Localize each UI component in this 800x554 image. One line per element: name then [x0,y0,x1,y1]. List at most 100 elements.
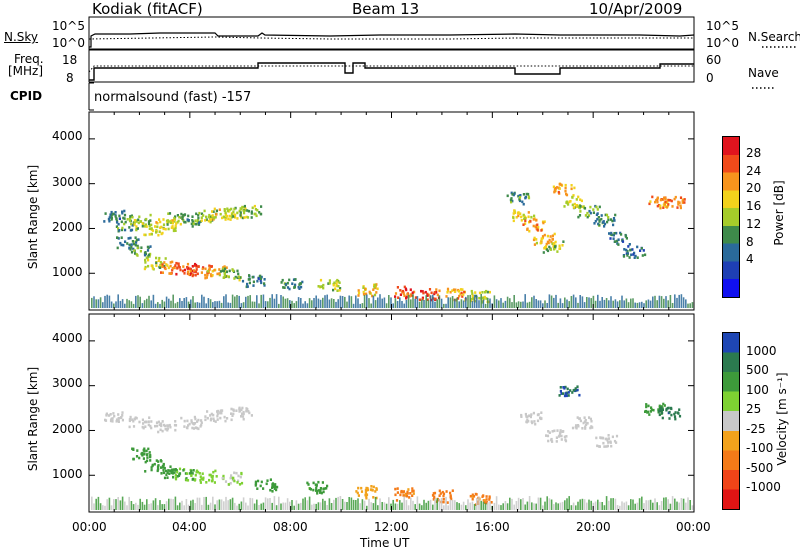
heatmap-cell [204,273,207,277]
heatmap-cell [613,240,617,243]
heatmap-cell [363,500,366,510]
heatmap-cell [162,471,165,475]
heatmap-cell [147,420,150,423]
heatmap-cell [603,225,606,228]
heatmap-cell [667,406,670,410]
heatmap-cell [626,250,629,253]
heatmap-cell [146,249,150,252]
heatmap-cell [667,198,670,202]
heatmap-cell [112,412,115,415]
heatmap-cell [478,300,480,308]
heatmap-cell [215,475,218,478]
heatmap-cell [195,212,198,216]
heatmap-cell [228,214,231,218]
heatmap-cell [130,501,133,510]
heatmap-cell [619,231,622,235]
heatmap-cell [250,210,253,213]
heatmap-cell [131,447,134,451]
heatmap-cell [196,426,199,430]
heatmap-cell [426,292,429,296]
heatmap-cell [116,236,119,239]
heatmap-cell [168,472,171,475]
heatmap-cell [107,217,110,221]
heatmap-cell [178,467,182,471]
heatmap-cell [614,498,617,510]
heatmap-cell [216,418,219,421]
heatmap-cell [662,198,665,201]
vel-ytick: 3000 [52,376,83,390]
heatmap-cell [488,498,491,501]
heatmap-cell [676,501,678,510]
velocity-colorbar-label: Velocity [m s⁻¹] [775,372,789,466]
heatmap-cell [557,503,559,510]
heatmap-cell [521,200,524,204]
heatmap-cell [579,499,581,510]
heatmap-cell [662,206,665,209]
heatmap-cell [317,298,320,308]
heatmap-cell [632,253,635,256]
heatmap-cell [252,284,255,287]
heatmap-cell [619,300,621,308]
heatmap-cell [325,487,328,490]
heatmap-cell [246,216,250,219]
heatmap-cell [174,477,178,481]
colorbar-tick: 1000 [746,343,777,358]
heatmap-cell [241,205,244,209]
heatmap-cell [334,287,337,291]
heatmap-cell [454,288,457,292]
heatmap-cell [118,214,121,218]
heatmap-cell [243,204,246,208]
heatmap-cell [143,267,146,271]
heatmap-cell [130,243,133,246]
heatmap-cell [322,487,325,491]
xtick: 08:00 [273,520,308,534]
heatmap-cell [147,246,150,250]
heatmap-cell [180,212,183,216]
heatmap-cell [205,303,207,308]
heatmap-cell [484,290,487,294]
heatmap-cell [297,503,300,510]
power-data [91,182,694,308]
heatmap-cell [658,204,661,207]
heatmap-cell [273,496,276,510]
heatmap-cell [555,186,558,189]
heatmap-cell [171,221,174,225]
heatmap-cell [577,195,580,199]
heatmap-cell [158,230,161,233]
heatmap-cell [185,477,188,480]
heatmap-cell [564,189,567,193]
heatmap-cell [194,302,196,308]
heatmap-cell [282,502,284,510]
heatmap-cell [603,299,606,308]
heatmap-cell [240,303,243,308]
heatmap-cell [608,300,610,308]
colorbar-tick: 12 [746,216,762,231]
heatmap-cell [533,214,536,218]
heatmap-cell [553,297,555,308]
heatmap-cell [160,472,163,475]
heatmap-cell [500,298,502,308]
heatmap-cell [231,497,234,510]
heatmap-cell [124,501,126,510]
heatmap-cell [302,498,304,510]
heatmap-cell [224,211,227,215]
heatmap-cell [232,476,235,480]
heatmap-cell [652,408,655,412]
heatmap-cell [658,505,661,510]
heatmap-cell [612,498,614,510]
heatmap-cell [550,499,553,510]
heatmap-cell [432,504,434,510]
heatmap-cell [238,278,241,282]
heatmap-cell [438,289,441,293]
heatmap-cell [155,256,158,260]
heatmap-cell [473,294,476,308]
heatmap-cell [676,206,679,209]
heatmap-cell [385,303,388,308]
heatmap-cell [224,480,228,483]
heatmap-cell [659,409,662,413]
heatmap-cell [192,499,194,510]
heatmap-cell [504,501,507,510]
heatmap-cell [685,502,687,510]
heatmap-cell [194,262,197,266]
heatmap-cell [525,420,528,424]
